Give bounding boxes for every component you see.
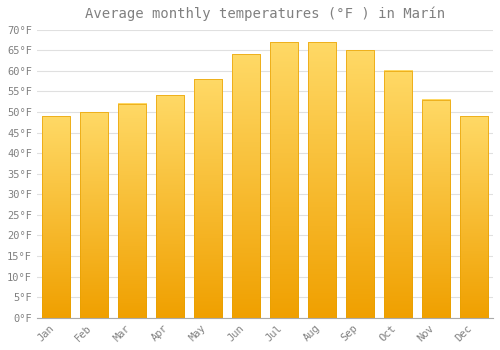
Bar (194, 79, 222, 318)
Bar (156, 96, 184, 318)
Bar (80, 112, 108, 318)
Bar (42, 116, 70, 318)
Bar (118, 104, 146, 318)
Bar (270, 42, 298, 318)
Bar (460, 116, 488, 318)
Bar (232, 54, 260, 318)
Bar (384, 71, 412, 318)
Bar (308, 42, 336, 318)
Title: Average monthly temperatures (°F ) in Marín: Average monthly temperatures (°F ) in Ma… (85, 7, 445, 21)
Bar (346, 50, 374, 318)
Bar (422, 99, 450, 318)
